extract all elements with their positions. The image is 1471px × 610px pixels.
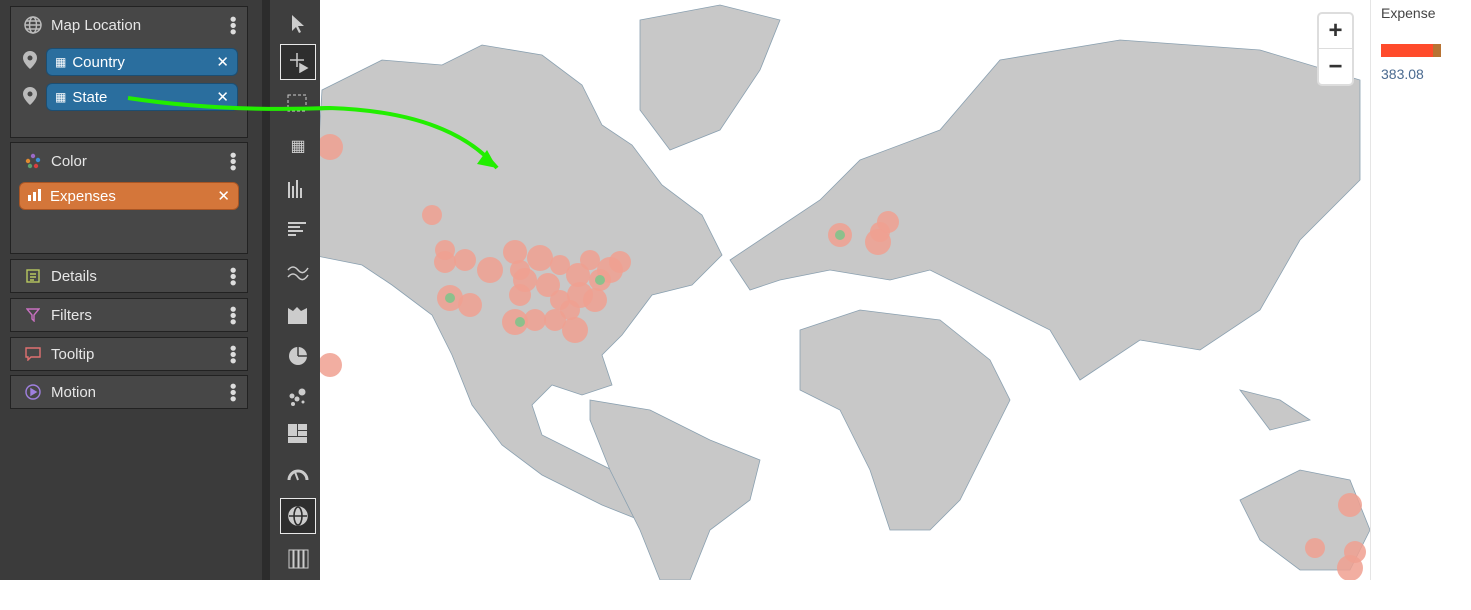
south-america: [589, 399, 761, 580]
expense-bubble[interactable]: [454, 249, 476, 271]
add-to-canvas-icon[interactable]: [280, 44, 316, 80]
land-masses: [320, 4, 1370, 580]
annotation-arrow-tail: [127, 96, 330, 111]
globe-icon: [19, 15, 47, 35]
more-options-icon[interactable]: •••: [223, 382, 243, 402]
legend-title: Expense: [1381, 5, 1436, 21]
field-label: State: [72, 88, 108, 106]
location-pin-icon: [23, 51, 37, 69]
pie-chart-icon[interactable]: [280, 338, 316, 374]
field-pill-country[interactable]: ▦ Country ✕: [46, 48, 238, 76]
zoom-control: + −: [1317, 12, 1354, 86]
panel-title: Map Location: [51, 16, 142, 34]
remove-icon[interactable]: ✕: [216, 54, 229, 71]
greenland: [639, 4, 781, 151]
expense-bubble[interactable]: [524, 309, 546, 331]
filters-panel[interactable]: Filters •••: [10, 298, 248, 332]
visualization-toolbar: ▦: [262, 0, 320, 580]
expense-bubbles: [320, 134, 1366, 580]
expense-bubble[interactable]: [544, 309, 566, 331]
expense-bubble[interactable]: [422, 205, 442, 225]
bubble-center: [445, 293, 455, 303]
more-options-icon[interactable]: •••: [223, 15, 243, 35]
more-visualizations-icon[interactable]: [280, 540, 316, 576]
africa: [799, 309, 1011, 531]
expense-bubble[interactable]: [320, 134, 343, 160]
field-label: Expenses: [50, 187, 116, 205]
world-map[interactable]: [320, 0, 1370, 580]
indonesia: [1239, 389, 1311, 431]
expense-bubble[interactable]: [609, 251, 631, 273]
gauge-icon[interactable]: [280, 456, 316, 492]
map-globe-icon[interactable]: [280, 498, 316, 534]
expense-bubble[interactable]: [1305, 538, 1325, 558]
table-icon[interactable]: ▦: [290, 138, 306, 155]
treemap-icon[interactable]: [280, 416, 316, 452]
tooltip-icon: [19, 347, 47, 361]
map-location-panel: Map Location ••• ▦ Country ✕ ▦ State ✕: [10, 6, 248, 138]
legend-gradient: [1381, 44, 1433, 57]
more-options-icon[interactable]: •••: [223, 151, 243, 171]
more-options-icon[interactable]: •••: [223, 305, 243, 325]
expense-bubble[interactable]: [536, 273, 560, 297]
bubble-center: [835, 230, 845, 240]
remove-icon[interactable]: ✕: [216, 89, 229, 106]
expense-bubble[interactable]: [865, 229, 891, 255]
panel-title: Details: [51, 267, 97, 285]
remove-icon[interactable]: ✕: [217, 188, 230, 205]
marquee-select-icon[interactable]: [280, 86, 316, 122]
motion-panel[interactable]: Motion •••: [10, 375, 248, 409]
expense-bubble[interactable]: [580, 250, 600, 270]
bar-chart-icon: [28, 188, 42, 205]
expense-bubble[interactable]: [1337, 555, 1363, 580]
area-chart-icon[interactable]: [280, 296, 316, 332]
scatter-icon[interactable]: [280, 380, 316, 416]
more-options-icon[interactable]: •••: [223, 344, 243, 364]
zoom-out-button[interactable]: −: [1328, 52, 1343, 80]
expense-bubble[interactable]: [1338, 493, 1362, 517]
location-pin-icon: [23, 87, 37, 105]
expense-bubble[interactable]: [320, 353, 342, 377]
panel-title: Tooltip: [51, 345, 95, 363]
expense-bubble[interactable]: [435, 240, 455, 260]
filter-icon: [19, 308, 47, 322]
expense-bubble[interactable]: [562, 317, 588, 343]
select-pointer-icon[interactable]: [280, 6, 316, 42]
expense-bubble[interactable]: [458, 293, 482, 317]
details-panel[interactable]: Details •••: [10, 259, 248, 293]
more-options-icon[interactable]: •••: [223, 266, 243, 286]
zoom-in-button[interactable]: +: [1319, 14, 1352, 49]
bubble-center: [515, 317, 525, 327]
panel-title: Color: [51, 152, 87, 170]
horizontal-bar-icon[interactable]: [280, 212, 316, 248]
field-panel: Map Location ••• ▦ Country ✕ ▦ State ✕ Color •…: [0, 0, 262, 580]
motion-play-icon: [19, 384, 47, 400]
legend-min-value: 383.08: [1381, 66, 1424, 82]
palette-icon: [19, 153, 47, 169]
field-label: Country: [72, 53, 125, 71]
geo-field-icon: ▦: [55, 90, 67, 104]
line-chart-icon[interactable]: [280, 254, 316, 290]
geo-field-icon: ▦: [55, 55, 67, 69]
tooltip-panel[interactable]: Tooltip •••: [10, 337, 248, 371]
panel-title: Filters: [51, 306, 92, 324]
bar-chart-icon[interactable]: [280, 170, 316, 206]
expense-bubble[interactable]: [477, 257, 503, 283]
expense-bubble[interactable]: [877, 211, 899, 233]
expense-bubble[interactable]: [567, 282, 593, 308]
expense-bubble[interactable]: [513, 268, 537, 292]
color-legend: Expense 383.08: [1370, 0, 1441, 580]
details-icon: [19, 269, 47, 283]
expense-bubble[interactable]: [503, 240, 527, 264]
field-pill-expenses[interactable]: Expenses ✕: [19, 182, 239, 210]
panel-title: Motion: [51, 383, 97, 401]
expense-bubble[interactable]: [527, 245, 553, 271]
expense-bubble[interactable]: [550, 255, 570, 275]
bubble-center: [595, 275, 605, 285]
eurasia: [729, 39, 1361, 381]
expense-bubble[interactable]: [566, 263, 590, 287]
color-panel: Color ••• Expenses ✕: [10, 142, 248, 254]
